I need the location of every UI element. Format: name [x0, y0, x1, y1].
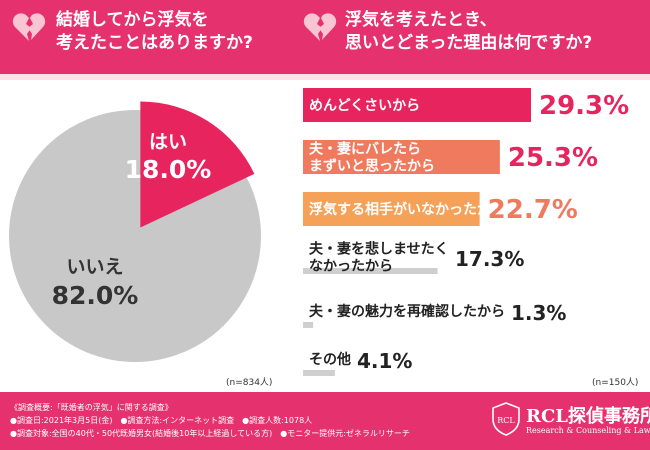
bar-2 — [303, 140, 500, 174]
header-banner: 結婚してから浮気を 考えたことはありますか? 浮気を考えたとき、 思いとどまった… — [0, 0, 650, 74]
bar-value-1: 29.3% — [539, 91, 629, 121]
bar-4 — [303, 268, 438, 274]
bar-sample-size: (n=150人) — [592, 378, 639, 388]
survey-target: ●調査対象:全国の40代・50代既婚男女(結婚後10年以上経過している方) ●モ… — [10, 429, 410, 438]
logo-subtitle: Research & Counseling & Law — [526, 426, 650, 435]
bar-label-1: めんどくさいから — [309, 98, 420, 114]
bar-6 — [303, 370, 335, 376]
bar-label-2: まずいと思ったから — [309, 158, 435, 175]
pie-slice-yes — [140, 101, 255, 228]
bar-value-6: 4.1% — [357, 349, 412, 373]
bar-label-5: 夫・妻の魅力を再確認したから — [309, 303, 505, 320]
bar-value-5: 1.3% — [511, 301, 566, 325]
bar-label-6: その他 — [309, 351, 351, 368]
question-2-line2: 思いとどまった理由は何ですか? — [345, 33, 593, 53]
bar-1 — [303, 88, 531, 122]
question-1-line1: 結婚してから浮気を — [56, 10, 209, 30]
bar-label-2: 夫・妻にバレたら — [309, 141, 421, 158]
survey-title: 《調査概要:「既婚者の浮気」に関する調査》 — [10, 403, 173, 412]
bar-label-4: 夫・妻を悲しませたく — [309, 241, 449, 258]
survey-details: ●調査日:2021年3月5日(金) ●調査方法:インターネット調査 ●調査人数:… — [10, 416, 313, 425]
broken-heart-icon — [303, 13, 337, 41]
question-1: 結婚してから浮気を 考えたことはありますか? — [56, 9, 253, 55]
bar-label-3: 浮気する相手がいなかったから — [309, 201, 505, 218]
pie-sample-size: (n=834人) — [226, 378, 273, 388]
pie-value-yes: 18.0% — [125, 155, 212, 184]
pie-label-yes: はい — [149, 131, 187, 153]
bar-5 — [303, 322, 314, 328]
logo-title: RCL探偵事務所 — [526, 406, 650, 427]
question-1-line2: 考えたことはありますか? — [56, 33, 253, 53]
broken-heart-icon — [12, 13, 46, 41]
footer: 《調査概要:「既婚者の浮気」に関する調査》 ●調査日:2021年3月5日(金) … — [0, 392, 650, 450]
bar-label-4: なかったから — [309, 259, 393, 275]
pie-label-no: いいえ — [66, 256, 123, 278]
bar-value-3: 22.7% — [488, 195, 578, 225]
pie-value-no: 82.0% — [52, 281, 139, 310]
company-logo: RCL RCL探偵事務所 Research & Counseling & Law — [492, 400, 650, 444]
bar-value-2: 25.3% — [508, 143, 598, 173]
shield-icon: RCL — [492, 402, 520, 436]
logo-mark-text: RCL — [497, 416, 515, 425]
bar-3 — [303, 192, 480, 226]
header-divider — [0, 74, 650, 80]
bar-value-4: 17.3% — [455, 247, 524, 271]
question-2-line1: 浮気を考えたとき、 — [345, 10, 497, 30]
question-2: 浮気を考えたとき、 思いとどまった理由は何ですか? — [345, 9, 592, 55]
